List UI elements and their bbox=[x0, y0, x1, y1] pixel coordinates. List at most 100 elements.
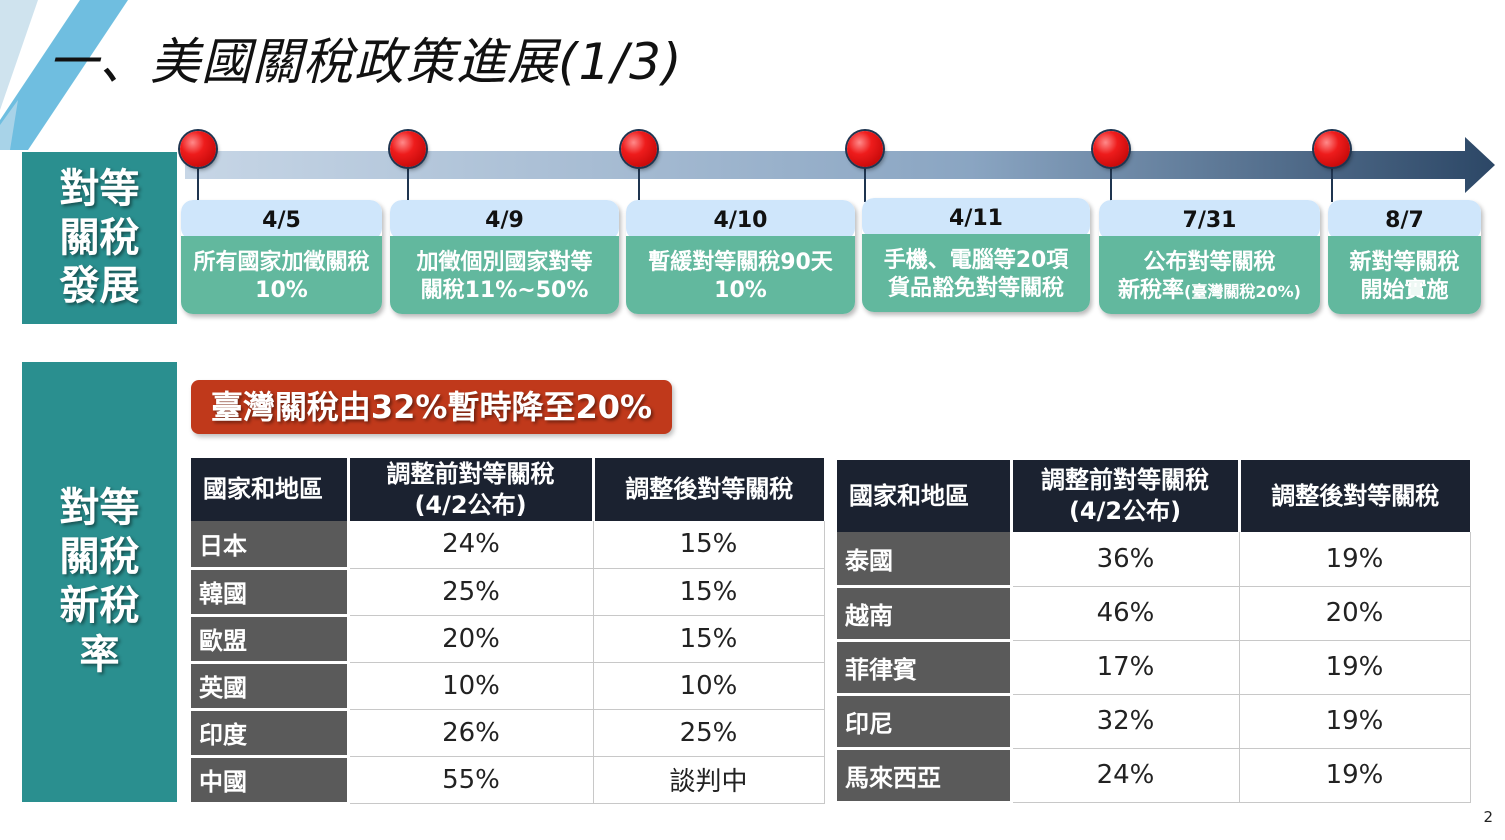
table-row: 日本 24% 15% bbox=[191, 521, 825, 570]
table-row: 中國 55% 談判中 bbox=[191, 756, 825, 805]
tariff-table-right: 國家和地區 調整前對等關稅 (4/2公布) 調整後對等關稅 泰國 36% 19% … bbox=[837, 460, 1471, 804]
pin-line bbox=[1331, 160, 1333, 202]
event-line2-note: (臺灣關稅20%) bbox=[1184, 281, 1301, 301]
before-rate-cell: 24% bbox=[1011, 748, 1240, 803]
before-rate-cell: 46% bbox=[1011, 586, 1240, 641]
event-line2: 貨品豁免對等關稅 bbox=[887, 276, 1064, 301]
table-row: 菲律賓 17% 19% bbox=[837, 640, 1471, 696]
after-rate-cell: 25% bbox=[593, 709, 825, 757]
event-line1: 暫緩對等關稅90天 bbox=[648, 250, 833, 275]
header-country: 國家和地區 bbox=[191, 458, 350, 521]
after-rate-cell: 19% bbox=[1239, 640, 1471, 695]
after-rate-cell: 19% bbox=[1239, 532, 1471, 587]
pin-line bbox=[1110, 160, 1112, 202]
event-date: 4/10 bbox=[626, 200, 855, 240]
timeline-event-2: 4/9 加徵個別國家對等 關稅11%~50% bbox=[390, 200, 619, 314]
event-line1: 新對等關稅 bbox=[1349, 250, 1460, 275]
timeline-event-3: 4/10 暫緩對等關稅90天 10% bbox=[626, 200, 855, 314]
country-cell: 韓國 bbox=[191, 568, 350, 617]
event-description: 加徵個別國家對等 關稅11%~50% bbox=[390, 236, 619, 314]
country-cell: 英國 bbox=[191, 662, 350, 711]
event-date: 4/5 bbox=[181, 200, 382, 240]
event-line1: 公布對等關稅 bbox=[1143, 249, 1276, 275]
table-header-row: 國家和地區 調整前對等關稅 (4/2公布) 調整後對等關稅 bbox=[191, 458, 824, 521]
timeline-event-1: 4/5 所有國家加徵關稅 10% bbox=[181, 200, 382, 314]
pin-marker bbox=[847, 131, 883, 167]
before-rate-cell: 20% bbox=[348, 615, 594, 663]
header-after: 調整後對等關稅 bbox=[1239, 460, 1470, 532]
after-rate-cell: 談判中 bbox=[593, 756, 825, 804]
header-country: 國家和地區 bbox=[837, 460, 1013, 532]
after-rate-cell: 15% bbox=[593, 615, 825, 663]
event-description: 手機、電腦等20項 貨品豁免對等關稅 bbox=[862, 234, 1090, 312]
header-before-title: 調整前對等關稅 bbox=[1041, 466, 1209, 494]
pin-line bbox=[407, 160, 409, 202]
pin-marker bbox=[621, 131, 657, 167]
event-line2: 10% bbox=[714, 278, 767, 303]
header-before: 調整前對等關稅 (4/2公布) bbox=[1011, 460, 1241, 532]
table-header-row: 國家和地區 調整前對等關稅 (4/2公布) 調整後對等關稅 bbox=[837, 460, 1470, 532]
before-rate-cell: 32% bbox=[1011, 694, 1240, 749]
country-cell: 歐盟 bbox=[191, 615, 350, 664]
after-rate-cell: 19% bbox=[1239, 694, 1471, 749]
event-date: 4/11 bbox=[862, 198, 1090, 238]
after-rate-cell: 20% bbox=[1239, 586, 1471, 641]
pin-line bbox=[638, 160, 640, 202]
taiwan-tariff-banner: 臺灣關稅由32%暫時降至20% bbox=[191, 380, 672, 434]
event-description: 暫緩對等關稅90天 10% bbox=[626, 236, 855, 314]
event-date: 8/7 bbox=[1328, 200, 1481, 240]
timeline-event-6: 8/7 新對等關稅 開始實施 bbox=[1328, 200, 1481, 314]
pin-marker bbox=[180, 131, 216, 167]
table-row: 韓國 25% 15% bbox=[191, 568, 825, 617]
before-rate-cell: 26% bbox=[348, 709, 594, 757]
before-rate-cell: 10% bbox=[348, 662, 594, 710]
table-row: 印度 26% 25% bbox=[191, 709, 825, 758]
table-row: 越南 46% 20% bbox=[837, 586, 1471, 642]
after-rate-cell: 10% bbox=[593, 662, 825, 710]
event-description: 公布對等關稅 新稅率(臺灣關稅20%) bbox=[1099, 236, 1320, 314]
pin-marker bbox=[1314, 131, 1350, 167]
after-rate-cell: 15% bbox=[593, 521, 825, 569]
header-before-sub: (4/2公布) bbox=[414, 490, 527, 519]
table-row: 歐盟 20% 15% bbox=[191, 615, 825, 664]
pin-line bbox=[197, 160, 199, 202]
timeline-event-5: 7/31 公布對等關稅 新稅率(臺灣關稅20%) bbox=[1099, 200, 1320, 314]
event-line1: 加徵個別國家對等 bbox=[416, 250, 593, 275]
country-cell: 印尼 bbox=[837, 694, 1013, 750]
event-line1: 所有國家加徵關稅 bbox=[193, 250, 370, 275]
table-row: 馬來西亞 24% 19% bbox=[837, 748, 1471, 804]
tariff-table-left: 國家和地區 調整前對等關稅 (4/2公布) 調整後對等關稅 日本 24% 15% … bbox=[191, 458, 825, 805]
before-rate-cell: 17% bbox=[1011, 640, 1240, 695]
event-date: 7/31 bbox=[1099, 200, 1320, 240]
country-cell: 菲律賓 bbox=[837, 640, 1013, 696]
event-description: 所有國家加徵關稅 10% bbox=[181, 236, 382, 314]
event-line2-main: 新稅率 bbox=[1118, 277, 1185, 303]
side-label-rates-text: 對等關稅新稅率 bbox=[59, 485, 140, 678]
country-cell: 日本 bbox=[191, 521, 350, 570]
table-row: 印尼 32% 19% bbox=[837, 694, 1471, 750]
timeline-event-4: 4/11 手機、電腦等20項 貨品豁免對等關稅 bbox=[862, 198, 1090, 312]
event-line1: 手機、電腦等20項 bbox=[883, 248, 1069, 273]
country-cell: 越南 bbox=[837, 586, 1013, 642]
table-row: 英國 10% 10% bbox=[191, 662, 825, 711]
pin-marker bbox=[390, 131, 426, 167]
before-rate-cell: 24% bbox=[348, 521, 594, 569]
header-before: 調整前對等關稅 (4/2公布) bbox=[348, 458, 595, 521]
country-cell: 中國 bbox=[191, 756, 350, 805]
table-row: 泰國 36% 19% bbox=[837, 532, 1471, 588]
page-title: 一、美國關稅政策進展(1/3) bbox=[48, 33, 683, 91]
side-label-timeline: 對等關稅發展 bbox=[22, 152, 177, 324]
country-cell: 泰國 bbox=[837, 532, 1013, 588]
event-date: 4/9 bbox=[390, 200, 619, 240]
header-before-sub: (4/2公布) bbox=[1068, 497, 1182, 525]
decorative-stripes bbox=[0, 0, 128, 150]
side-label-rates: 對等關稅新稅率 bbox=[22, 362, 177, 802]
event-line2: 關稅11%~50% bbox=[420, 278, 589, 303]
after-rate-cell: 19% bbox=[1239, 748, 1471, 803]
event-line2: 開始實施 bbox=[1360, 278, 1449, 303]
event-description: 新對等關稅 開始實施 bbox=[1328, 236, 1481, 314]
event-line2: 新稅率(臺灣關稅20%) bbox=[1118, 277, 1301, 306]
country-cell: 印度 bbox=[191, 709, 350, 758]
after-rate-cell: 15% bbox=[593, 568, 825, 616]
before-rate-cell: 25% bbox=[348, 568, 594, 616]
